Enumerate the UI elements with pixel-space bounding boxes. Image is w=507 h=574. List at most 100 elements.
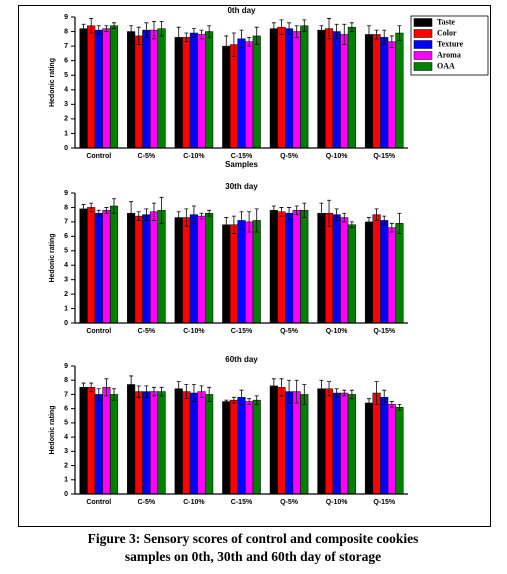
error-bar: [96, 388, 101, 401]
bar: [157, 210, 166, 324]
axes: [74, 193, 408, 324]
y-tick-label: 2: [64, 291, 68, 298]
error-bar: [207, 25, 212, 38]
error-bar: [382, 215, 387, 226]
bar: [300, 394, 309, 495]
error-bar: [271, 205, 276, 216]
bar: [134, 215, 143, 324]
error-bar: [319, 379, 324, 398]
error-bar: [104, 25, 109, 32]
bar: [102, 28, 111, 149]
error-bar: [112, 388, 117, 401]
x-tick-label: C-5%: [138, 328, 156, 335]
y-axis-label: Hedonic rating: [49, 58, 56, 107]
bar: [387, 41, 396, 149]
y-tick-label: 0: [64, 491, 68, 498]
error-bar: [254, 26, 259, 46]
error-bar: [104, 207, 109, 214]
bar: [174, 37, 183, 149]
y-tick-label: 8: [64, 28, 68, 35]
error-bar: [144, 208, 149, 221]
y-tick-label: 4: [64, 87, 68, 94]
bar: [332, 214, 341, 324]
legend: Taste Color Texture Aroma OAA: [410, 15, 489, 76]
figure-border: [18, 5, 491, 527]
bar: [222, 224, 231, 324]
y-tick-label: 4: [64, 434, 68, 441]
error-bar: [287, 379, 292, 404]
bar: [182, 217, 191, 324]
bar: [102, 387, 111, 495]
x-tick-label: C-10%: [183, 499, 205, 506]
bar: [79, 208, 88, 324]
x-tick-label: Control: [86, 328, 111, 335]
y-tick-label: 7: [64, 43, 68, 50]
error-bar: [231, 32, 236, 57]
error-bar: [184, 208, 189, 227]
bar: [324, 28, 334, 149]
error-bar: [136, 211, 141, 221]
x-tick-label: Q-10%: [326, 328, 349, 335]
error-bar: [96, 209, 101, 217]
error-bar: [159, 20, 164, 37]
bar: [87, 387, 96, 495]
error-bar: [104, 378, 109, 397]
bar: [252, 399, 261, 495]
y-tick-label: 5: [64, 420, 68, 427]
x-tick-label: Q-15%: [373, 153, 396, 160]
x-tick-label: Q-10%: [326, 499, 349, 506]
bar: [395, 223, 404, 324]
error-bar: [294, 205, 299, 216]
y-tick-label: 2: [64, 116, 68, 123]
y-tick-label: 8: [64, 377, 68, 384]
bar: [364, 34, 374, 149]
error-bar: [231, 396, 236, 404]
bar: [347, 224, 356, 324]
bar: [229, 399, 238, 495]
x-tick-label: C-10%: [183, 328, 205, 335]
chart-title: 0th day: [227, 6, 256, 15]
bar: [292, 31, 301, 149]
bar: [372, 214, 381, 324]
bar: [269, 210, 278, 324]
x-tick-label: C-15%: [231, 328, 253, 335]
bar: [149, 391, 159, 495]
error-bar: [176, 26, 181, 48]
bar: [277, 211, 286, 324]
error-bar: [144, 385, 149, 398]
error-bar: [271, 22, 276, 35]
bar: [222, 45, 231, 149]
y-tick-label: 3: [64, 101, 68, 108]
error-bar: [294, 25, 299, 38]
legend-label: Texture: [437, 39, 464, 48]
x-tick-label: C-15%: [231, 153, 253, 160]
error-bar: [81, 23, 86, 34]
bar: [174, 388, 183, 495]
error-bar: [96, 25, 101, 35]
error-bar: [199, 29, 204, 40]
y-tick-label: 8: [64, 204, 68, 211]
bar: [142, 391, 151, 495]
bar: [380, 397, 389, 495]
bar: [102, 210, 111, 324]
error-bar: [191, 384, 196, 402]
bar: [87, 25, 96, 149]
y-tick-label: 1: [64, 305, 68, 312]
error-bar: [334, 388, 339, 398]
error-bar: [89, 202, 94, 213]
bar: [109, 394, 119, 495]
bar: [324, 388, 334, 495]
bar: [347, 394, 356, 495]
bar: [197, 215, 206, 324]
error-bar: [129, 375, 134, 394]
error-bar: [397, 212, 402, 234]
bar: [387, 227, 396, 324]
error-bar: [231, 215, 236, 234]
error-bar: [302, 384, 307, 405]
y-axis-label: Hedonic rating: [49, 405, 56, 454]
error-bar: [397, 25, 402, 41]
bar: [205, 212, 214, 324]
error-bar: [287, 207, 292, 220]
bar: [277, 26, 286, 149]
bar: [237, 220, 246, 324]
